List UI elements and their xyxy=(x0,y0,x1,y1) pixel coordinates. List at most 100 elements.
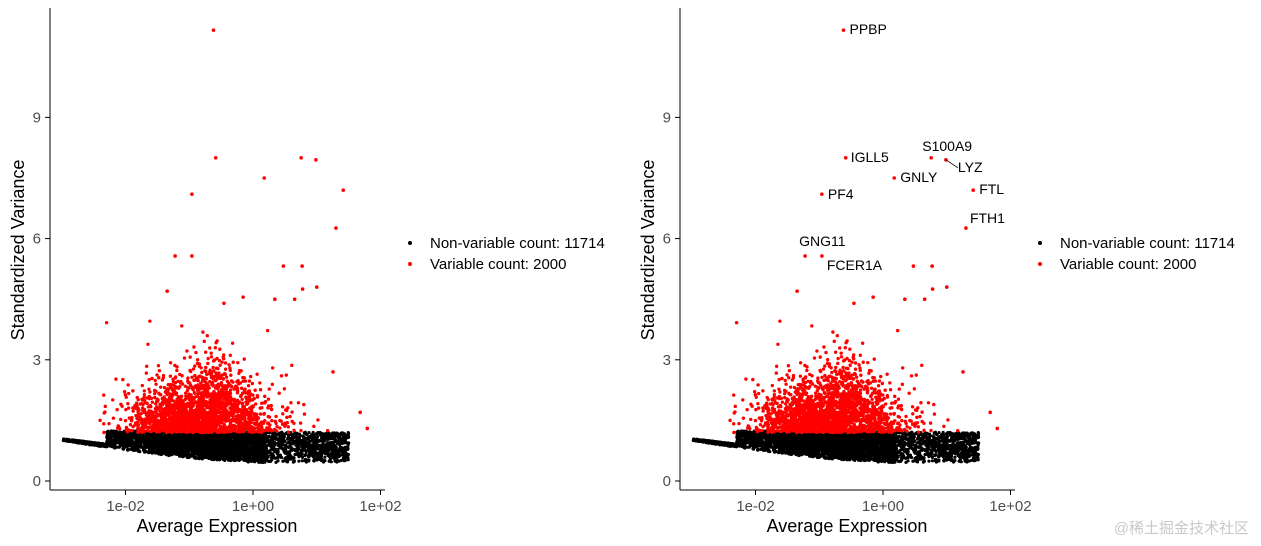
y-tick-label: 3 xyxy=(33,352,41,369)
point-non-variable xyxy=(230,454,234,458)
point-non-variable xyxy=(326,452,330,456)
point-non-variable xyxy=(295,449,299,453)
point-non-variable xyxy=(236,446,240,450)
point-non-variable xyxy=(65,437,69,442)
point-non-variable xyxy=(308,439,312,443)
point-variable xyxy=(107,421,111,426)
point-non-variable xyxy=(202,447,206,451)
point-non-variable xyxy=(178,435,182,439)
point-non-variable xyxy=(138,436,142,440)
point-non-variable xyxy=(323,455,327,459)
point-non-variable xyxy=(223,445,227,449)
point-variable xyxy=(258,387,263,392)
x-axis-title: Average Expression xyxy=(137,516,298,536)
point-variable xyxy=(246,384,251,388)
point-variable xyxy=(203,350,208,354)
point-non-variable xyxy=(315,457,319,461)
point-non-variable xyxy=(338,439,342,443)
point-non-variable xyxy=(334,432,338,436)
point-non-variable xyxy=(161,446,165,451)
point-non-variable xyxy=(296,439,301,444)
point-non-variable xyxy=(221,455,225,460)
point-variable xyxy=(192,345,196,349)
point-non-variable xyxy=(167,452,172,457)
point-non-variable xyxy=(198,444,202,448)
point-non-variable xyxy=(271,454,276,458)
point-non-variable xyxy=(270,458,274,462)
point-non-variable xyxy=(185,455,190,460)
point-non-variable xyxy=(89,441,93,445)
point-non-variable xyxy=(247,452,251,456)
point-non-variable xyxy=(130,438,134,442)
point-non-variable xyxy=(264,436,269,440)
point-non-variable xyxy=(316,444,320,448)
point-non-variable xyxy=(75,439,79,444)
point-non-variable xyxy=(333,455,338,459)
point-non-variable xyxy=(279,435,283,439)
point-variable xyxy=(289,401,293,405)
point-non-variable xyxy=(304,440,308,445)
point-non-variable xyxy=(160,452,164,456)
point-non-variable xyxy=(109,437,113,442)
point-non-variable xyxy=(178,449,182,453)
point-non-variable xyxy=(164,453,168,457)
point-non-variable xyxy=(217,455,222,460)
point-non-variable xyxy=(308,444,312,448)
point-non-variable xyxy=(115,445,119,449)
point-non-variable xyxy=(210,443,214,447)
point-non-variable xyxy=(319,458,324,463)
point-non-variable xyxy=(341,452,346,456)
point-non-variable xyxy=(223,434,227,438)
point-non-variable xyxy=(173,448,177,452)
point-variable xyxy=(156,363,161,368)
point-variable xyxy=(126,406,131,410)
point-non-variable xyxy=(115,441,119,445)
x-tick-label: 1e+02 xyxy=(359,498,401,515)
point-variable xyxy=(247,379,252,383)
x-tick-label: 1e+00 xyxy=(232,498,274,515)
point-variable xyxy=(204,365,208,370)
point-non-variable xyxy=(107,432,111,437)
point-variable xyxy=(111,398,115,402)
y-tick-label: 0 xyxy=(33,473,41,490)
point-variable xyxy=(157,368,162,373)
point-non-variable xyxy=(299,451,303,455)
point-non-variable xyxy=(296,437,301,441)
point-non-variable xyxy=(316,439,321,443)
point-non-variable xyxy=(243,451,247,455)
point-non-variable xyxy=(282,435,286,439)
point-non-variable xyxy=(170,435,174,439)
point-non-variable xyxy=(171,445,176,449)
point-variable xyxy=(281,412,285,416)
point-non-variable xyxy=(341,458,346,462)
point-non-variable xyxy=(85,442,90,446)
point-non-variable xyxy=(283,449,287,453)
point-non-variable xyxy=(274,460,278,464)
point-non-variable xyxy=(307,435,311,439)
point-non-variable xyxy=(304,432,308,436)
point-non-variable xyxy=(232,447,236,451)
point-non-variable xyxy=(130,442,134,446)
point-non-variable xyxy=(121,436,125,440)
point-non-variable xyxy=(112,441,116,445)
point-non-variable xyxy=(119,430,123,435)
point-non-variable xyxy=(313,438,317,443)
point-variable xyxy=(200,370,204,375)
point-non-variable xyxy=(173,437,177,442)
point-non-variable xyxy=(239,444,243,448)
point-variable xyxy=(227,363,231,367)
point-non-variable xyxy=(113,435,118,439)
point-variable xyxy=(312,424,316,429)
point-non-variable xyxy=(347,441,351,445)
point-non-variable xyxy=(100,443,105,447)
point-variable xyxy=(175,368,179,373)
point-non-variable xyxy=(314,435,319,440)
point-variable xyxy=(239,386,244,390)
point-variable xyxy=(101,422,106,426)
point-variable xyxy=(131,409,135,413)
point-non-variable xyxy=(291,456,295,460)
point-non-variable xyxy=(132,435,136,439)
point-variable xyxy=(223,367,228,371)
point-non-variable xyxy=(193,456,197,460)
point-non-variable xyxy=(271,431,275,436)
